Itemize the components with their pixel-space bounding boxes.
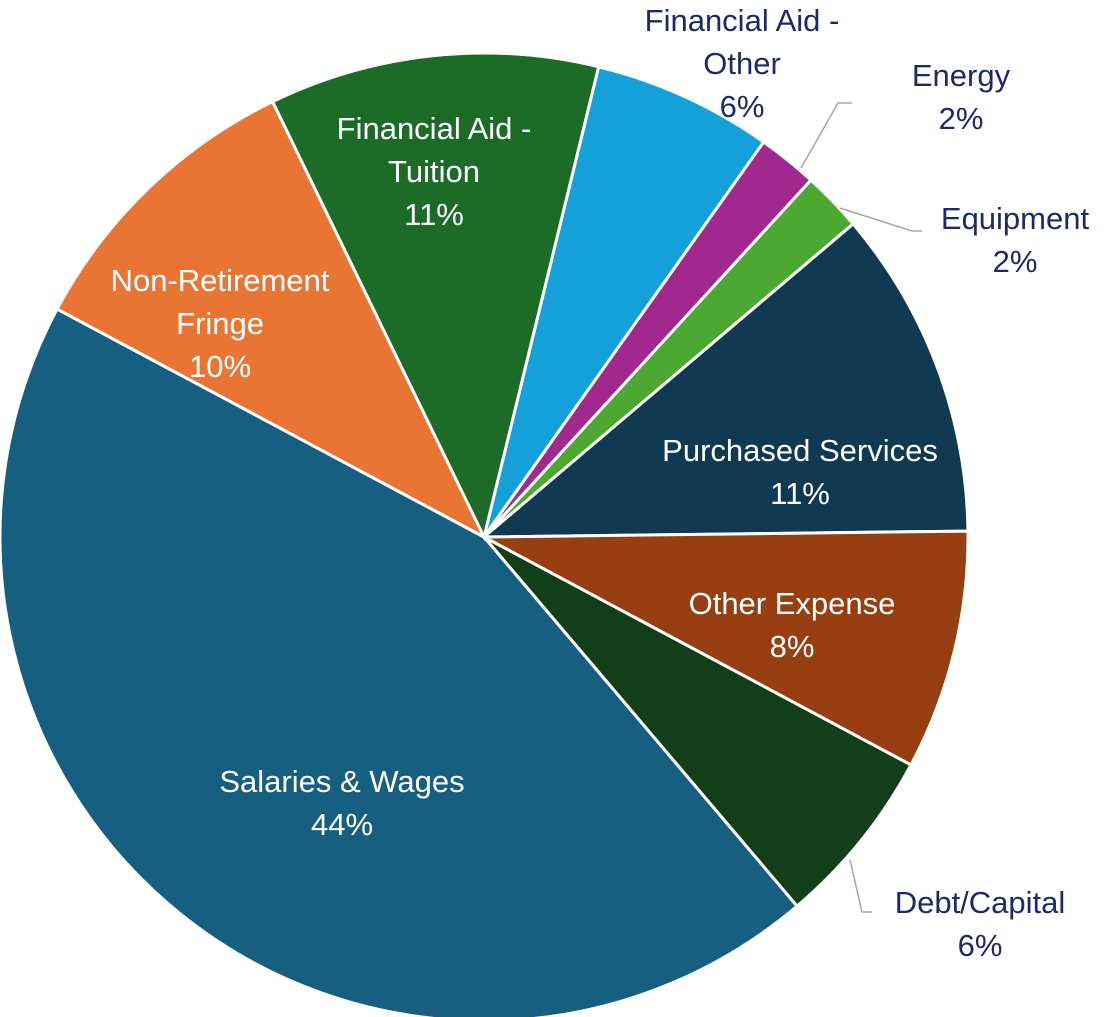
category-name: Non-Retirement Fringe — [110, 263, 330, 341]
category-name: Debt/Capital — [894, 885, 1066, 920]
category-name: Equipment — [940, 201, 1090, 236]
category-name: Salaries & Wages — [219, 764, 465, 799]
value-label: 44% — [310, 807, 374, 842]
pie-slice — [482, 535, 913, 909]
category-name: Financial Aid - Other — [644, 3, 840, 81]
value-label: 8% — [769, 629, 815, 664]
value-label: 6% — [957, 928, 1003, 963]
leader-line — [800, 102, 852, 169]
slice-label: Purchased Services 11% — [620, 429, 980, 515]
value-label: 2% — [992, 244, 1038, 279]
slice-label: Debt/Capital 6% — [860, 881, 1100, 967]
pie-slice — [270, 51, 601, 542]
leader-line — [839, 207, 922, 232]
value-label: 6% — [719, 89, 765, 124]
value-label: 11% — [770, 476, 830, 511]
slice-label: Equipment 2% — [915, 197, 1104, 283]
slice-label: Energy 2% — [861, 54, 1061, 140]
value-label: 2% — [938, 101, 984, 136]
category-name: Energy — [911, 58, 1011, 93]
pie-slice — [483, 529, 970, 767]
slice-label: Financial Aid - Other 6% — [617, 0, 867, 128]
category-name: Financial Aid - Tuition — [336, 111, 532, 189]
value-label: 10% — [188, 349, 252, 384]
pie-slice — [479, 221, 970, 539]
slice-label: Salaries & Wages 44% — [182, 760, 502, 846]
pie-slice — [482, 64, 766, 538]
slice-label: Financial Aid - Tuition 11% — [304, 107, 564, 236]
slice-label: Other Expense 8% — [632, 582, 952, 668]
slice-label: Non-Retirement Fringe 10% — [100, 259, 340, 388]
category-name: Other Expense — [688, 586, 896, 621]
leader-line — [849, 859, 872, 913]
pie-slice — [0, 306, 800, 1017]
pie-slice — [55, 99, 488, 541]
value-label: 11% — [404, 197, 464, 232]
category-name: Purchased Services — [662, 433, 938, 468]
